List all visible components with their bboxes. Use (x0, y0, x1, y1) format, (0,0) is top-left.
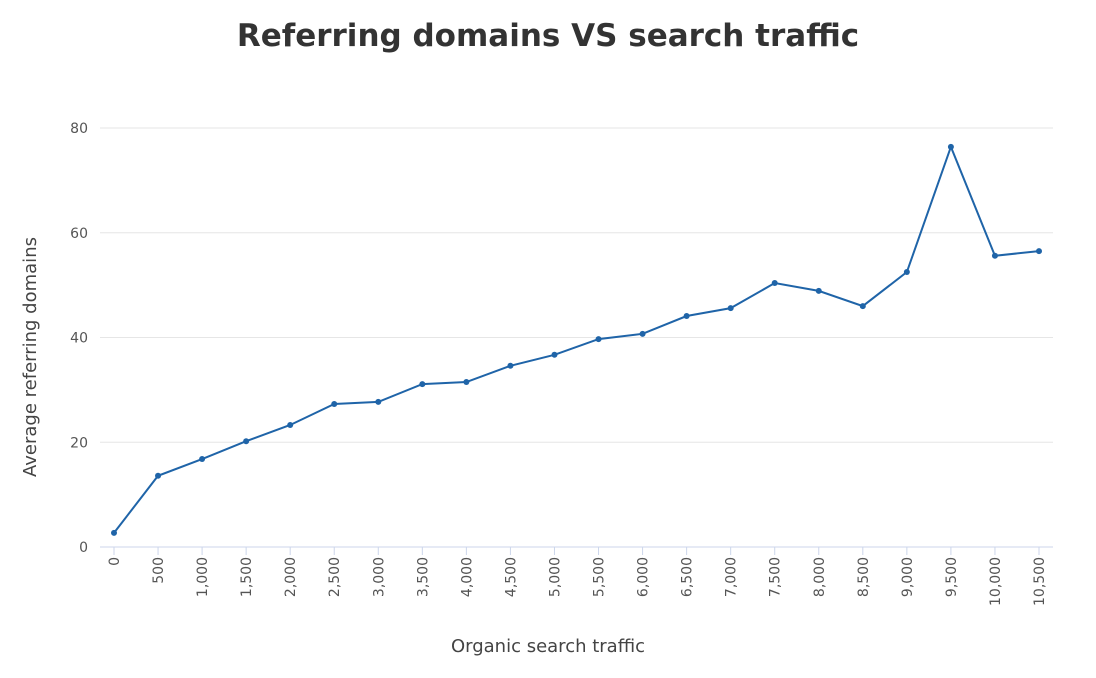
y-tick-label: 20 (70, 435, 88, 451)
x-tick-label: 0 (107, 557, 123, 566)
point (859, 303, 866, 310)
point (639, 330, 646, 337)
y-tick-label: 40 (70, 331, 88, 347)
point (947, 143, 954, 150)
point (243, 438, 250, 445)
point (683, 313, 690, 320)
point (419, 381, 426, 388)
line (113, 144, 1040, 534)
y-axis-title: Average referring domains (20, 237, 41, 477)
x-tick-label: 500 (151, 557, 167, 584)
x-tick-label: 7,500 (768, 557, 784, 597)
x-tick-label: 10,000 (988, 557, 1004, 606)
x-axis-title: Organic search traffic (451, 636, 645, 657)
x-tick-label: 8,500 (856, 557, 872, 597)
point (727, 305, 734, 312)
point (375, 398, 382, 405)
y-tick-label: 0 (79, 540, 88, 556)
point (991, 252, 998, 259)
x-tick-label: 3,500 (415, 557, 431, 597)
point (331, 401, 338, 408)
point (199, 456, 206, 463)
point (903, 269, 910, 276)
point (111, 529, 117, 536)
x-tick-label: 9,500 (944, 557, 960, 597)
x-tick-label: 10,500 (1032, 557, 1048, 606)
point (595, 336, 602, 343)
point (507, 362, 514, 369)
x-tick-label: 1,500 (239, 557, 255, 597)
point (155, 472, 162, 479)
point (551, 351, 558, 358)
chart-title: Referring domains VS search traffic (237, 18, 859, 54)
x-tick-label: 7,000 (724, 557, 740, 597)
point (771, 280, 778, 287)
point (1036, 248, 1042, 255)
y-tick-label: 60 (70, 226, 88, 242)
x-tick-label: 4,000 (459, 557, 475, 597)
x-tick-label: 2,500 (327, 557, 343, 597)
point (815, 287, 822, 294)
y-tick-label: 80 (70, 121, 88, 137)
x-tick-label: 5,500 (592, 557, 608, 597)
x-tick-label: 1,000 (195, 557, 211, 597)
x-tick-label: 2,000 (283, 557, 299, 597)
point (287, 421, 294, 428)
x-tick-label: 6,500 (680, 557, 696, 597)
x-tick-label: 3,000 (371, 557, 387, 597)
x-tick-label: 9,000 (900, 557, 916, 597)
point (463, 379, 470, 386)
x-tick-label: 8,000 (812, 557, 828, 597)
x-tick-label: 6,000 (636, 557, 652, 597)
x-tick-label: 5,000 (547, 557, 563, 597)
x-tick-label: 4,500 (503, 557, 519, 597)
